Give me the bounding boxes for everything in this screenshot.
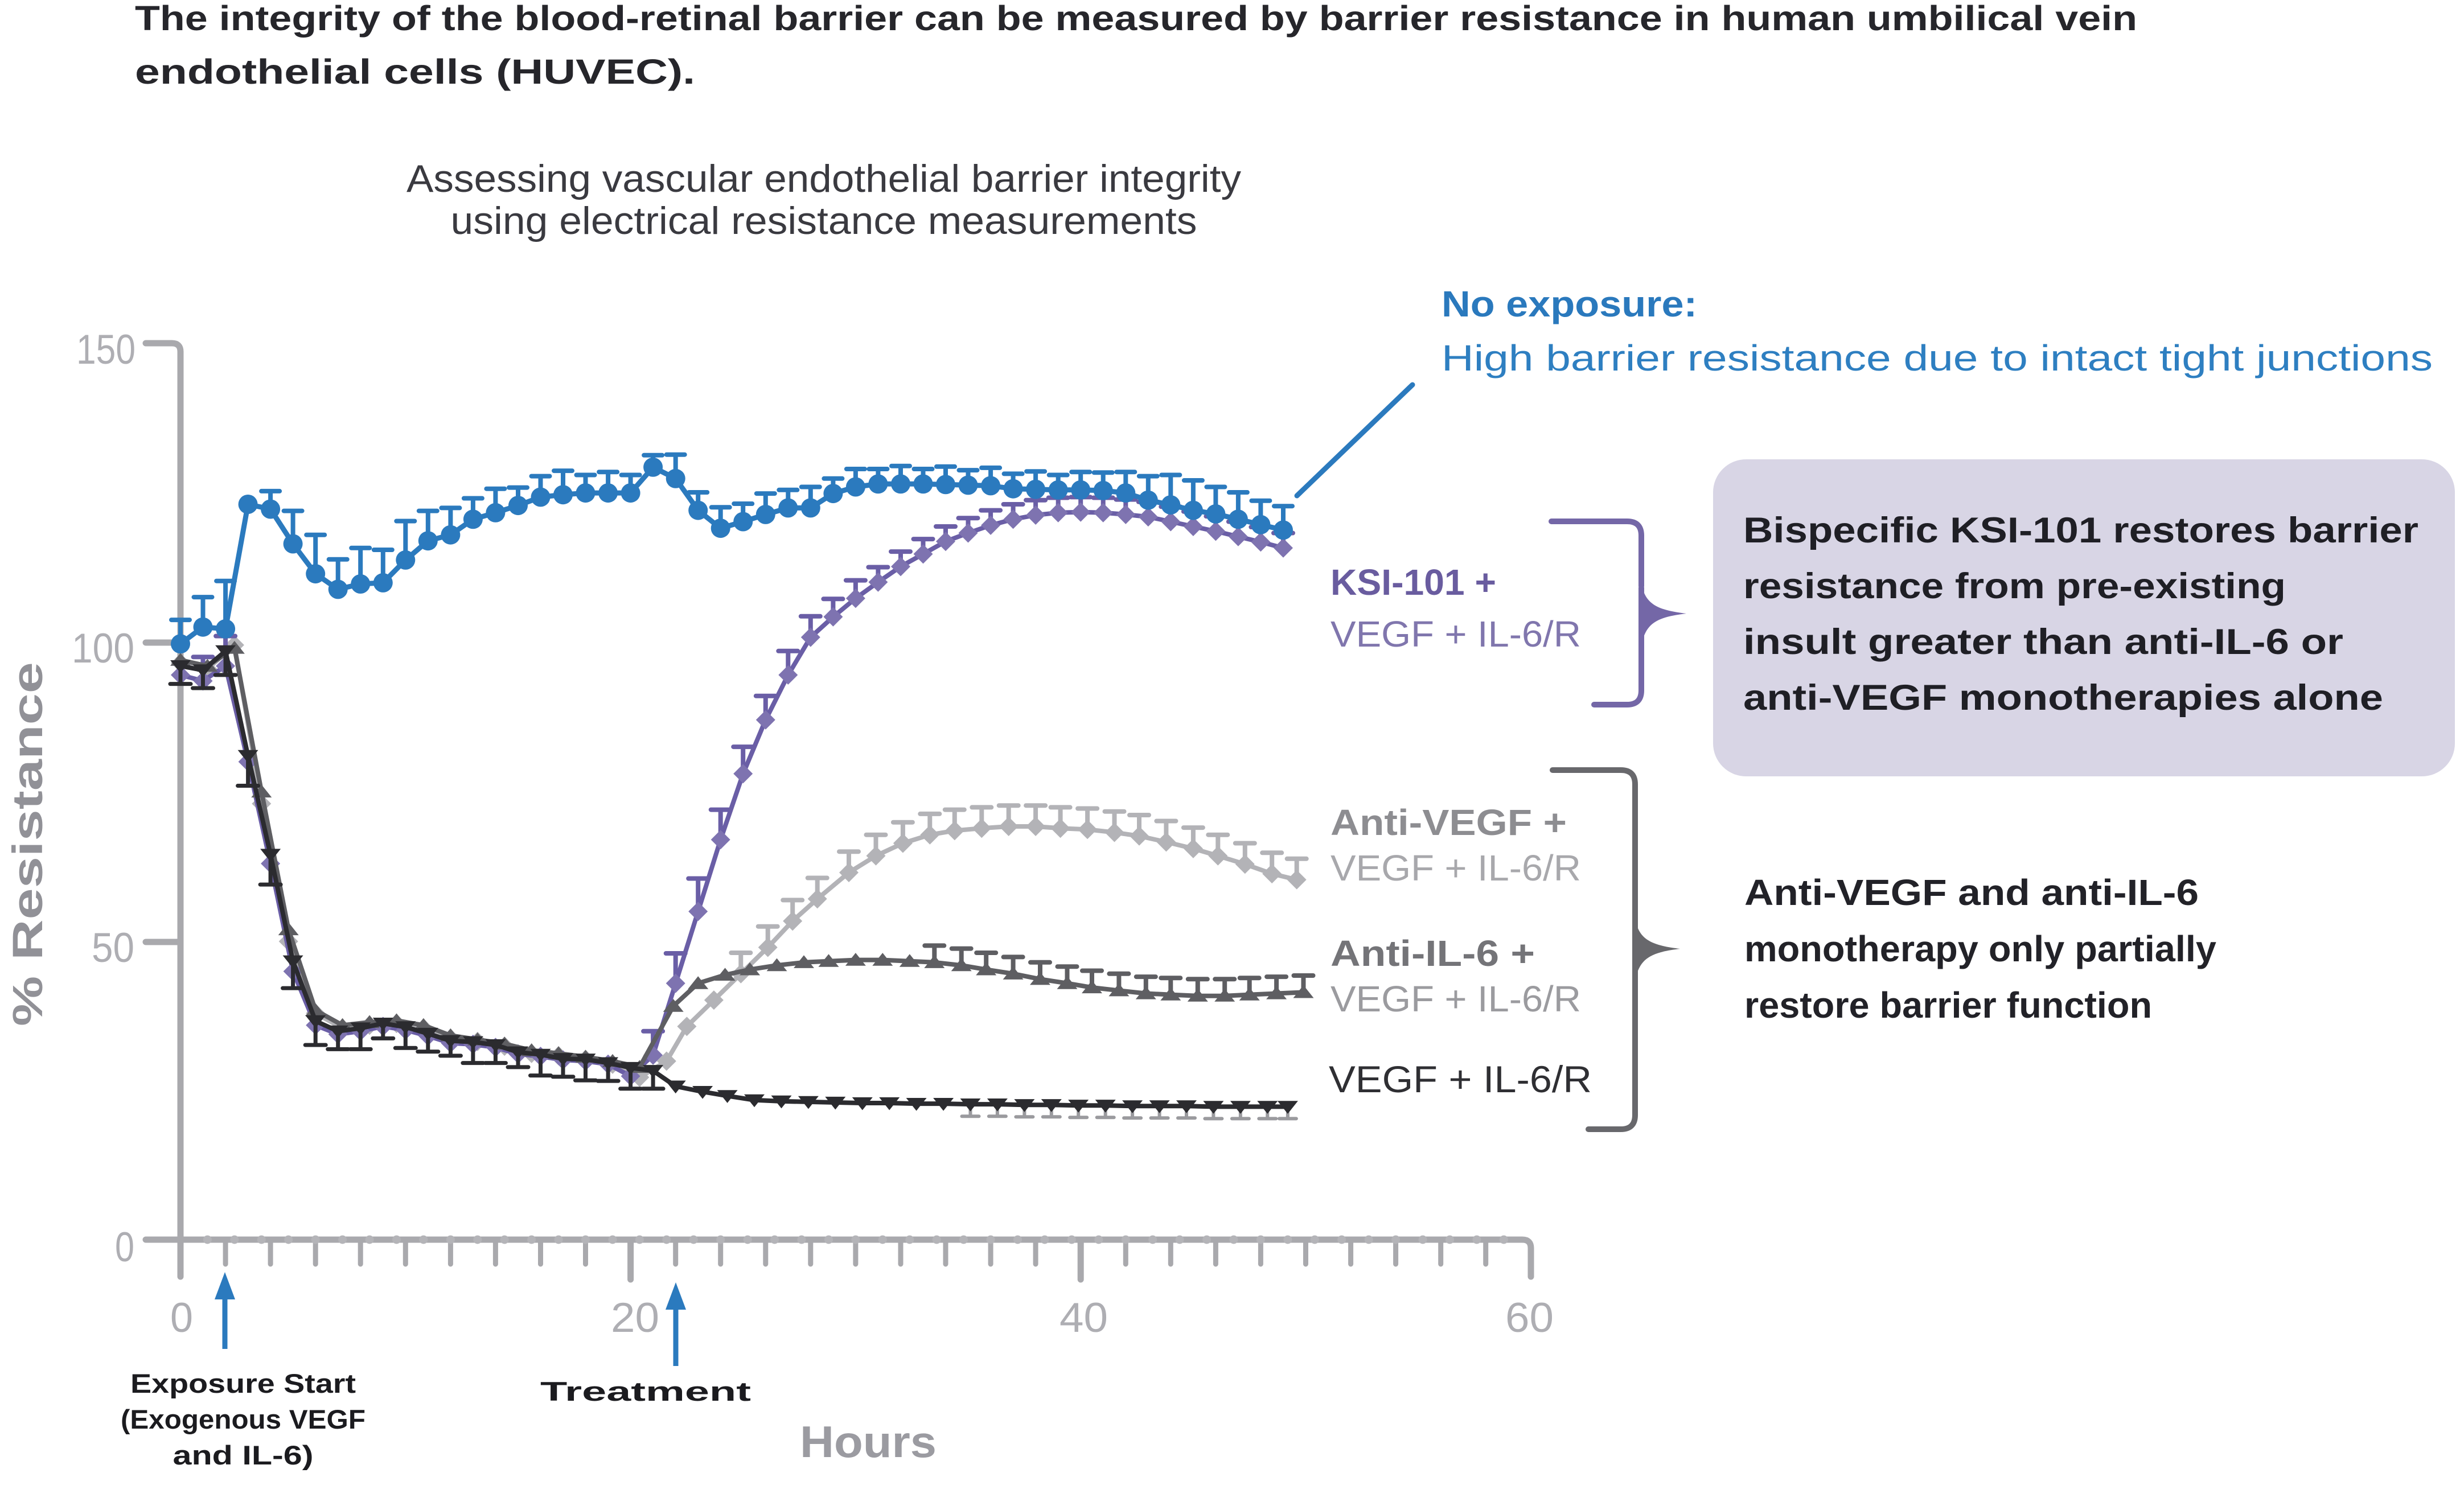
- svg-text:VEGF + IL-6/R: VEGF + IL-6/R: [1330, 614, 1581, 655]
- svg-text:0: 0: [170, 1295, 193, 1341]
- svg-text:Treatment: Treatment: [540, 1376, 751, 1406]
- svg-text:VEGF + IL-6/R: VEGF + IL-6/R: [1329, 1058, 1592, 1100]
- svg-text:150: 150: [76, 327, 135, 373]
- svg-text:Assessing vascular endothelial: Assessing vascular endothelial barrier i…: [406, 157, 1241, 200]
- svg-text:Anti-IL-6 +: Anti-IL-6 +: [1330, 933, 1535, 974]
- svg-text:Anti-VEGF +: Anti-VEGF +: [1330, 802, 1567, 843]
- svg-text:% Resistance: % Resistance: [4, 662, 51, 1026]
- svg-text:VEGF + IL-6/R: VEGF + IL-6/R: [1330, 978, 1581, 1019]
- svg-text:(Exogenous VEGF: (Exogenous VEGF: [121, 1404, 366, 1434]
- svg-text:using electrical resistance me: using electrical resistance measurements: [451, 199, 1197, 242]
- svg-text:0: 0: [115, 1224, 134, 1270]
- svg-text:resistance from pre-existing: resistance from pre-existing: [1743, 566, 2286, 606]
- svg-text:insult greater than anti-IL-6: insult greater than anti-IL-6 or: [1743, 622, 2343, 662]
- svg-text:anti-VEGF monotherapies alone: anti-VEGF monotherapies alone: [1743, 678, 2383, 718]
- svg-text:Bispecific KSI-101 restores ba: Bispecific KSI-101 restores barrier: [1743, 511, 2418, 550]
- svg-text:monotherapy only partially: monotherapy only partially: [1744, 928, 2216, 969]
- svg-text:The integrity of the blood-ret: The integrity of the blood-retinal barri…: [135, 0, 2137, 38]
- svg-text:Exposure Start: Exposure Start: [130, 1368, 356, 1398]
- svg-text:VEGF + IL-6/R: VEGF + IL-6/R: [1330, 847, 1581, 888]
- svg-text:20: 20: [611, 1295, 659, 1341]
- svg-text:Anti-VEGF and anti-IL-6: Anti-VEGF and anti-IL-6: [1744, 872, 2199, 913]
- svg-text:100: 100: [72, 626, 134, 672]
- svg-text:50: 50: [92, 925, 134, 971]
- svg-text:endothelial cells (HUVEC).: endothelial cells (HUVEC).: [135, 52, 695, 91]
- svg-text:High barrier resistance due to: High barrier resistance due to intact ti…: [1442, 338, 2433, 378]
- svg-text:No exposure:: No exposure:: [1442, 283, 1697, 324]
- svg-text:Hours: Hours: [800, 1417, 937, 1467]
- svg-text:restore barrier function: restore barrier function: [1744, 985, 2152, 1026]
- svg-text:and IL-6): and IL-6): [173, 1440, 314, 1470]
- svg-text:40: 40: [1059, 1295, 1108, 1341]
- svg-text:60: 60: [1505, 1295, 1554, 1341]
- svg-text:KSI-101 +: KSI-101 +: [1330, 562, 1496, 603]
